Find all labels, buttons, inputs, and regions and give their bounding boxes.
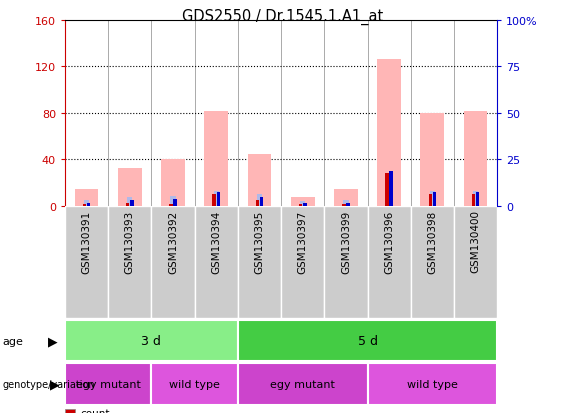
Text: egy mutant: egy mutant [76, 379, 141, 389]
Bar [212, 195, 216, 206]
Bar [420, 114, 444, 206]
Bar [108, 206, 151, 318]
Bar [216, 192, 220, 206]
Bar [334, 189, 358, 206]
Text: ▶: ▶ [50, 377, 59, 391]
Bar [130, 201, 133, 206]
Bar [411, 206, 454, 318]
Text: GSM130399: GSM130399 [341, 210, 351, 273]
Bar [257, 195, 262, 206]
Text: GSM130394: GSM130394 [211, 210, 221, 273]
Bar [214, 191, 219, 206]
Bar [205, 111, 228, 206]
Bar [151, 206, 194, 318]
Bar [454, 206, 497, 318]
Bar [281, 206, 324, 318]
Bar [476, 192, 479, 206]
Bar [238, 206, 281, 318]
Bar [256, 201, 259, 206]
Bar [171, 196, 176, 206]
Text: GSM130395: GSM130395 [254, 210, 264, 273]
Bar [344, 201, 349, 206]
Text: GDS2550 / Dr.1545.1.A1_at: GDS2550 / Dr.1545.1.A1_at [182, 9, 383, 25]
Text: GSM130393: GSM130393 [125, 210, 135, 273]
Text: GSM130397: GSM130397 [298, 210, 308, 273]
Bar [238, 320, 497, 361]
Bar [126, 203, 129, 206]
Bar [84, 201, 89, 206]
Bar [127, 197, 132, 206]
Bar [260, 197, 263, 206]
Text: GSM130400: GSM130400 [471, 210, 481, 273]
Bar [324, 206, 368, 318]
Bar [65, 320, 238, 361]
Text: GSM130398: GSM130398 [427, 210, 437, 273]
Text: egy mutant: egy mutant [270, 379, 335, 389]
Bar [247, 154, 271, 206]
Bar [75, 189, 98, 206]
Text: wild type: wild type [169, 379, 220, 389]
Bar [429, 195, 432, 206]
Bar [300, 202, 305, 206]
Bar [368, 363, 497, 405]
Bar [386, 174, 392, 206]
Bar [385, 174, 389, 206]
Bar [377, 60, 401, 206]
Bar [170, 204, 173, 206]
Bar [464, 111, 488, 206]
Bar [473, 191, 478, 206]
Text: genotype/variation: genotype/variation [3, 379, 95, 389]
Text: wild type: wild type [407, 379, 458, 389]
Text: GSM130391: GSM130391 [81, 210, 92, 273]
Text: GSM130396: GSM130396 [384, 210, 394, 273]
Bar [291, 197, 315, 206]
Bar [367, 206, 411, 318]
Bar [430, 191, 435, 206]
Bar [65, 206, 108, 318]
Bar [472, 195, 475, 206]
Bar [161, 160, 185, 206]
Bar [173, 199, 177, 206]
Bar [389, 172, 393, 206]
Bar [299, 204, 302, 206]
Text: age: age [3, 336, 24, 346]
Text: GSM130392: GSM130392 [168, 210, 178, 273]
Bar [303, 203, 306, 206]
Bar [83, 204, 86, 206]
Text: count: count [81, 408, 110, 413]
Bar [346, 203, 350, 206]
Text: 3 d: 3 d [141, 334, 162, 347]
Bar [65, 363, 151, 405]
Bar [151, 363, 238, 405]
Bar [87, 203, 90, 206]
Text: ▶: ▶ [48, 334, 58, 347]
Bar [342, 204, 346, 206]
Text: 5 d: 5 d [358, 334, 377, 347]
Bar [433, 192, 436, 206]
Bar [238, 363, 368, 405]
Bar [194, 206, 238, 318]
Bar [118, 168, 142, 206]
